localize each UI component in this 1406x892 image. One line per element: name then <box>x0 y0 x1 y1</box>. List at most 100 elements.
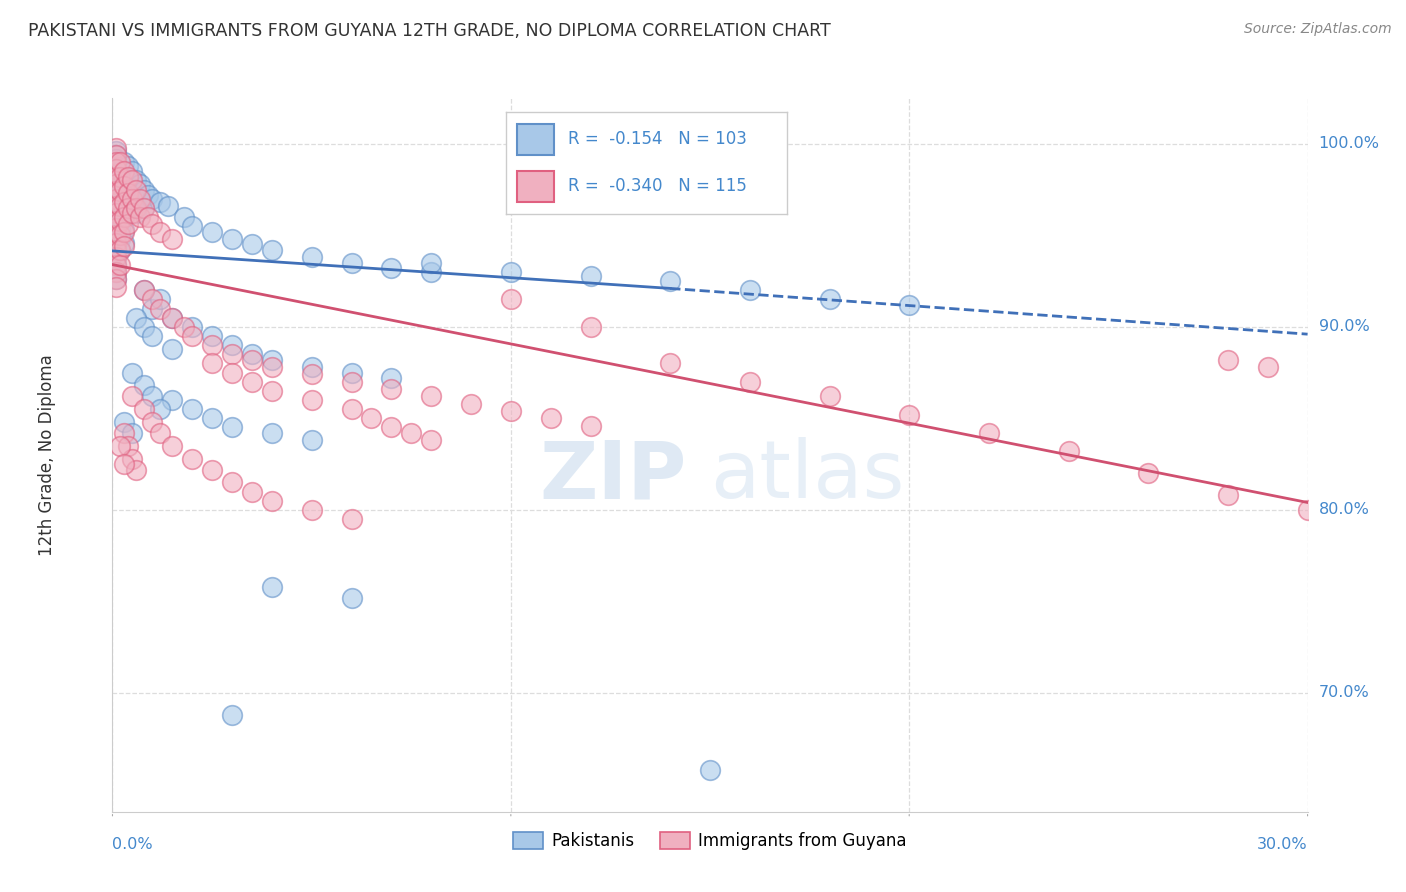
Point <box>240 375 263 389</box>
Point <box>105 162 128 177</box>
Text: ZIP: ZIP <box>538 437 686 516</box>
Point <box>141 389 163 403</box>
Point <box>117 218 139 232</box>
Text: 12th Grade, No Diploma: 12th Grade, No Diploma <box>38 354 56 556</box>
Point <box>105 206 128 220</box>
Point <box>149 301 172 316</box>
Point <box>105 201 128 215</box>
Point <box>125 183 148 197</box>
Point <box>699 763 721 777</box>
Point <box>162 342 183 356</box>
Point <box>340 366 363 380</box>
FancyBboxPatch shape <box>517 171 554 202</box>
Point <box>105 206 128 220</box>
Point <box>110 213 132 227</box>
Point <box>1257 360 1279 375</box>
Point <box>162 310 183 325</box>
Point <box>117 439 139 453</box>
Point <box>340 512 363 526</box>
Point <box>114 195 135 210</box>
Point <box>129 177 152 191</box>
Point <box>977 425 1000 440</box>
Text: 80.0%: 80.0% <box>1319 502 1369 517</box>
Point <box>221 475 243 490</box>
Point <box>114 225 135 239</box>
Point <box>117 201 139 215</box>
FancyBboxPatch shape <box>517 124 554 154</box>
Point <box>134 183 156 197</box>
Text: R =  -0.154   N = 103: R = -0.154 N = 103 <box>568 130 747 148</box>
Point <box>117 188 139 202</box>
Point <box>149 225 172 239</box>
Point <box>818 389 841 403</box>
Point <box>301 360 323 375</box>
Point <box>240 347 263 361</box>
Point <box>221 707 243 722</box>
Point <box>114 210 135 224</box>
Point <box>162 232 183 246</box>
Point <box>110 164 132 178</box>
Point <box>125 173 148 187</box>
Point <box>105 272 128 286</box>
Point <box>380 382 402 396</box>
Point <box>149 293 172 307</box>
Point <box>380 420 402 434</box>
Point <box>105 177 128 191</box>
Point <box>114 169 135 184</box>
Point <box>105 155 128 169</box>
Point <box>260 384 283 398</box>
Point <box>162 392 183 407</box>
Point <box>738 283 761 297</box>
Point <box>738 375 761 389</box>
Point <box>499 293 522 307</box>
Point <box>105 140 128 154</box>
Point <box>110 258 132 272</box>
Point <box>221 420 243 434</box>
Point <box>105 243 128 257</box>
Point <box>240 484 263 499</box>
Point <box>898 408 921 422</box>
Point <box>110 243 132 257</box>
Point <box>105 213 128 227</box>
Point <box>105 173 128 187</box>
Point <box>121 206 143 220</box>
Point <box>260 243 283 257</box>
Point <box>121 451 143 466</box>
Point <box>301 392 323 407</box>
Point <box>1296 503 1319 517</box>
Point <box>110 221 132 235</box>
Point <box>1216 352 1239 367</box>
Point <box>105 185 128 199</box>
Point <box>340 256 363 270</box>
Point <box>260 425 283 440</box>
Point <box>201 329 224 343</box>
Point <box>105 188 128 202</box>
Point <box>138 188 160 202</box>
Point <box>125 206 148 220</box>
Point <box>114 223 135 237</box>
Point <box>134 402 156 417</box>
Point <box>121 164 143 178</box>
Point <box>134 378 156 392</box>
Point <box>117 202 139 217</box>
Point <box>1137 467 1160 481</box>
Point <box>460 397 482 411</box>
Point <box>121 425 143 440</box>
Point <box>340 402 363 417</box>
Point <box>105 169 128 184</box>
Point <box>114 183 135 197</box>
Point <box>121 173 143 187</box>
Point <box>134 201 156 215</box>
Point <box>401 425 423 440</box>
Point <box>105 181 128 195</box>
Point <box>105 250 128 264</box>
Point <box>110 185 132 199</box>
Point <box>1216 488 1239 502</box>
Point <box>181 219 204 234</box>
Point <box>121 366 143 380</box>
Point <box>181 329 204 343</box>
Point <box>125 310 148 325</box>
Point <box>420 256 443 270</box>
Point <box>340 375 363 389</box>
Point <box>157 199 180 213</box>
